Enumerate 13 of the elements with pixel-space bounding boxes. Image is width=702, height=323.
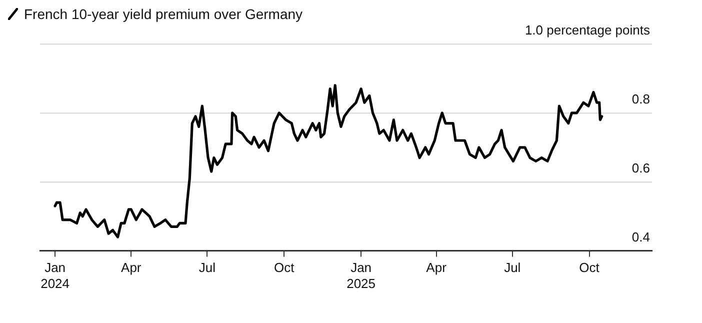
y-tick-label: 0.8 <box>632 92 650 107</box>
x-tick-label: Apr <box>121 260 142 276</box>
y-tick-label: 0.4 <box>632 229 650 244</box>
y-tick-label: 0.6 <box>632 160 650 176</box>
y-tick-label: 1.0 percentage points <box>524 22 650 38</box>
x-tick-label: Oct <box>579 260 600 276</box>
x-tick-label: Apr <box>426 260 448 276</box>
x-tick-label: Jan 2025 <box>346 260 376 291</box>
chart-title: French 10-year yield premium over Germany <box>24 6 303 22</box>
x-tick-label: Jul <box>198 260 216 276</box>
x-tick-label: Jan 2024 <box>40 260 70 291</box>
x-tick-label: Oct <box>274 260 295 276</box>
x-tick-label: Jul <box>504 260 521 276</box>
